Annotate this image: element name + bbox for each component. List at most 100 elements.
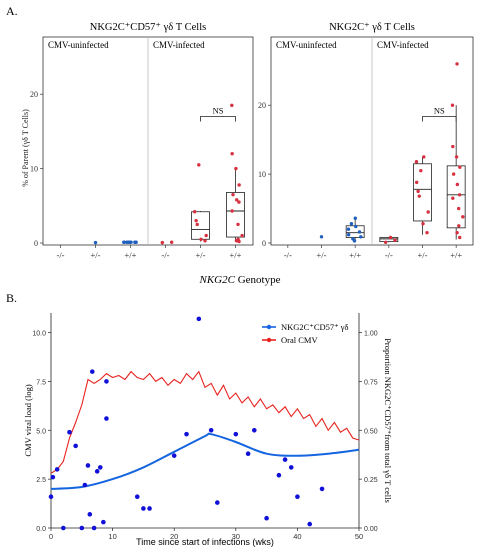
data-point [457,224,461,228]
data-point [357,230,362,234]
y-left-tick-label: 2.5 [36,477,46,484]
x-tick-label: 50 [355,532,363,541]
y-right-tick-label: 0.75 [364,379,378,386]
x-tick-label: -/- [161,250,169,260]
panel-title: NKG2C⁺CD57⁺ γδ T Cells [90,22,206,33]
x-tick-label: +/+ [125,250,137,260]
y-left-tick-label: 7.5 [36,379,46,386]
y-tick-label: 10 [258,170,266,179]
data-point [450,103,455,107]
y-right-axis-title: Proportion NKG2C⁺CD57⁺from total γδ T ce… [383,338,393,503]
data-point [422,155,426,159]
data-point [454,155,459,159]
legend-label: NKG2C⁺CD57⁺ γδ [281,322,349,332]
panel-a1: NKG2C⁺CD57⁺ γδ T Cells CMV-uninfected CMV-… [30,22,254,260]
data-point [359,235,363,239]
x-tick-label: +/+ [450,250,462,260]
data-point [416,189,420,194]
data-point [133,240,137,244]
data-point [282,457,288,462]
group-label: CMV-uninfected [48,40,109,50]
data-point [461,215,465,219]
data-point [208,427,214,433]
data-point [91,525,97,531]
data-point [195,222,199,227]
y-right-tick-label: 0.00 [364,526,378,533]
x-tick-label: +/- [196,250,206,260]
data-point [61,525,66,531]
data-point [276,472,282,478]
y-tick-label: 0 [262,239,266,248]
panel-title: NKG2C⁺ γδ T Cells [329,22,415,33]
data-point [134,494,140,500]
panel-b-letter: B. [6,291,17,305]
xlabel-rest: Genotype [235,274,281,286]
panel-a2: NKG2C⁺ γδ T Cells CMV-uninfected CMV-infec… [258,22,474,260]
data-point [234,166,238,171]
data-point [415,180,419,185]
data-point [421,222,425,226]
data-point [184,431,189,437]
data-point [171,453,177,458]
box-iqr [226,192,245,238]
group-label: CMV-infected [377,40,429,50]
data-point [193,210,197,214]
data-point [169,240,174,244]
data-point [319,486,325,492]
panel-b: 0.0 2.5 5.0 7.5 10.0 0.00 0.25 0.50 0.75 1.00 0 10 2… [23,313,393,547]
x-tick-label: -/- [385,250,393,260]
data-point [295,494,300,500]
data-point [48,494,54,500]
data-point [204,233,208,238]
y-tick-label: 10 [30,165,38,174]
significance-bracket [200,116,236,122]
data-point [455,62,459,66]
x-tick-label: -/- [56,250,64,260]
data-point [147,506,152,511]
x-tick-label: +/- [317,250,327,260]
data-point [196,316,202,322]
x-axis-title: Time since start of infections (wks) [136,537,274,547]
data-point [129,240,133,244]
data-point [455,230,459,235]
y-left-axis-title: CMV viral load (log) [23,384,33,456]
data-point [458,165,462,169]
data-point [251,427,257,433]
data-point [230,152,234,156]
legend-label: Oral CMV [281,335,318,345]
box-iqr [446,165,466,229]
series-line-nkg2c-cd57 [50,432,360,490]
data-point [451,144,455,149]
data-point [349,222,354,226]
box-iqr [413,163,432,222]
x-tick-label: +/- [418,250,428,260]
y-tick-label: 20 [30,90,38,99]
data-point [141,506,146,511]
data-point [388,235,393,240]
data-point [288,465,294,470]
y-right-tick-label: 1.00 [364,331,378,338]
data-point [89,369,95,374]
data-point [50,474,56,480]
data-point [199,237,203,241]
data-point [234,198,239,202]
data-point [197,163,201,167]
group-label: CMV-infected [153,40,205,50]
data-point [426,210,430,214]
data-point [458,235,462,240]
data-point [125,240,129,244]
data-point [351,237,355,241]
data-point [237,200,241,204]
data-point [240,233,244,238]
y-right-tick-label: 0.50 [364,428,378,435]
data-point [417,194,421,198]
data-point [194,218,198,223]
data-point [230,209,234,213]
data-point [85,463,91,468]
data-point [93,240,98,245]
data-point [122,240,126,244]
data-point [346,233,351,237]
data-point [97,465,103,470]
x-tick-label: 20 [170,532,178,541]
